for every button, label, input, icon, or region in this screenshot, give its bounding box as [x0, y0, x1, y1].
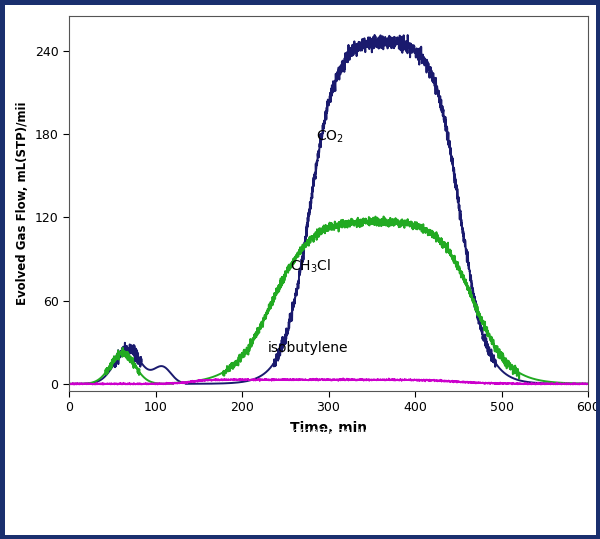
Text: CO$_2$: CO$_2$ [316, 129, 343, 145]
Text: Figure 7: Mass spectrometric results from a Boc deprotection reaction, which
was: Figure 7: Mass spectrometric results fro… [15, 413, 455, 450]
Text: isobutylene: isobutylene [268, 341, 349, 355]
Text: CH$_3$Cl: CH$_3$Cl [290, 257, 331, 274]
Y-axis label: Evolved Gas Flow, mL(STP)/mii: Evolved Gas Flow, mL(STP)/mii [16, 102, 29, 305]
X-axis label: Time, min: Time, min [290, 421, 367, 435]
